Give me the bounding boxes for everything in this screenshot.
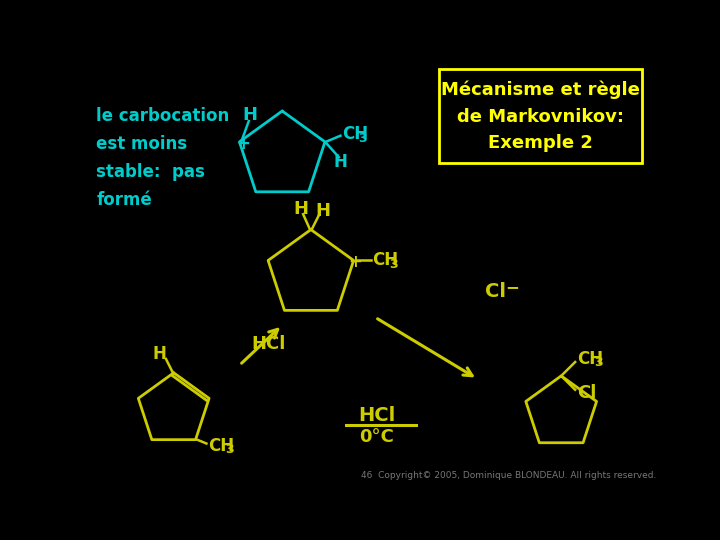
Text: 46  Copyright© 2005, Dominique BLONDEAU. All rights reserved.: 46 Copyright© 2005, Dominique BLONDEAU. … (361, 471, 656, 480)
Text: HCl: HCl (358, 406, 395, 424)
Text: H: H (333, 153, 347, 171)
Text: −: − (505, 278, 519, 295)
Text: 0°C: 0°C (359, 428, 394, 445)
Text: Mécanisme et règle
de Markovnikov:
Exemple 2: Mécanisme et règle de Markovnikov: Exemp… (441, 81, 639, 152)
Text: le carbocation
est moins
stable:  pas
formé: le carbocation est moins stable: pas for… (96, 107, 230, 208)
Text: 3: 3 (225, 443, 234, 456)
Text: CH: CH (342, 125, 368, 143)
Text: +: + (348, 253, 362, 271)
Text: Cl: Cl (485, 282, 506, 301)
Text: CH: CH (208, 437, 234, 455)
Text: 3: 3 (359, 132, 367, 145)
Text: CH: CH (372, 252, 398, 269)
Text: H: H (293, 200, 308, 218)
Text: HCl: HCl (251, 335, 285, 353)
Text: 3: 3 (594, 356, 603, 369)
Text: 3: 3 (390, 258, 398, 271)
Text: H: H (315, 202, 330, 220)
Text: CH: CH (577, 350, 603, 368)
Text: H: H (243, 106, 258, 124)
Text: +: + (236, 135, 251, 153)
Text: Cl: Cl (577, 384, 596, 402)
Text: H: H (153, 345, 167, 363)
